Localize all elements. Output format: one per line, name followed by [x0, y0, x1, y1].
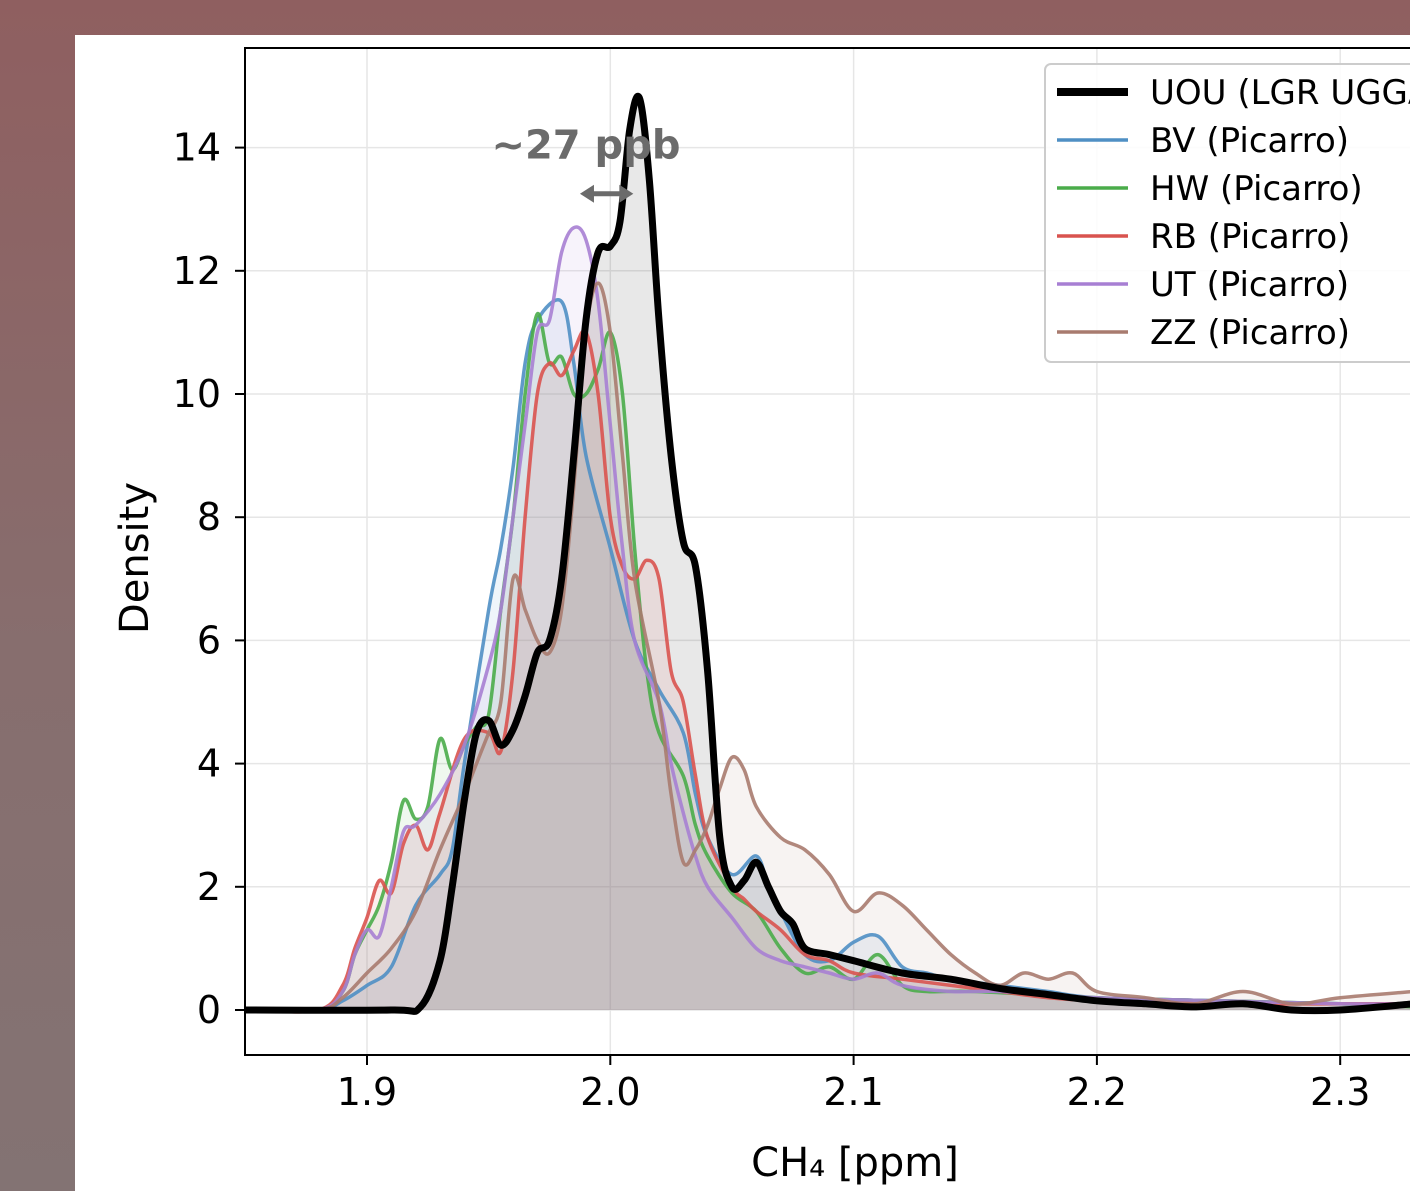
- series-line-5: [245, 281, 1410, 1013]
- density-fills: [245, 96, 1410, 1012]
- series-fill-2: [245, 313, 1410, 1012]
- x-tick-label: 2.1: [823, 1070, 883, 1114]
- y-tick-label: 14: [173, 126, 221, 170]
- series-fill-1: [245, 299, 1410, 1011]
- x-tick-label: 2.2: [1067, 1070, 1127, 1114]
- y-tick-label: 0: [197, 988, 221, 1032]
- legend-box: [1044, 63, 1410, 363]
- legend-label-5: ZZ (Picarro): [1150, 313, 1350, 353]
- y-tick-label: 2: [197, 865, 221, 909]
- annotation-label: ~27 ppb: [491, 123, 680, 169]
- y-tick-label: 10: [173, 372, 221, 416]
- peak-offset-annotation: ~27 ppb: [491, 123, 680, 203]
- legend-label-2: HW (Picarro): [1150, 169, 1363, 209]
- series-fill-4: [245, 227, 1410, 1012]
- series-fill-5: [245, 283, 1410, 1011]
- annotation-arrow-head-right: [619, 184, 634, 203]
- series-fill-0: [245, 96, 1410, 1012]
- legend: UOU (LGR UGGA) BV (Picarro) HW (Picarro) RB…: [1044, 63, 1410, 363]
- double-arrow-icon: [579, 184, 634, 203]
- legend-label-0: UOU (LGR UGGA): [1150, 73, 1410, 113]
- series-line-4: [245, 225, 1410, 1014]
- series-fill-3: [245, 330, 1410, 1012]
- legend-label-4: UT (Picarro): [1150, 265, 1349, 305]
- plot-frame: [244, 47, 1410, 1056]
- legend-label-3: RB (Picarro): [1150, 217, 1350, 257]
- axis-ticks: 1.9 2.0 2.1 2.2 2.3 0 2 4 6 8 10 12 14: [173, 126, 1371, 1114]
- annotation-arrow-head-left: [579, 184, 594, 203]
- y-tick-label: 6: [197, 618, 221, 662]
- legend-label-1: BV (Picarro): [1150, 121, 1349, 161]
- series-line-2: [245, 312, 1410, 1014]
- x-axis-label: CH₄ [ppm]: [751, 1140, 959, 1186]
- y-tick-label: 12: [173, 249, 221, 293]
- x-tick-label: 2.3: [1310, 1070, 1370, 1114]
- x-tick-label: 1.9: [337, 1070, 397, 1114]
- y-tick-label: 8: [197, 495, 221, 539]
- x-tick-label: 2.0: [580, 1070, 640, 1114]
- density-lines: [245, 92, 1410, 1015]
- y-axis-label: Density: [112, 482, 158, 634]
- y-tick-label: 4: [197, 742, 221, 786]
- series-line-0: [245, 92, 1410, 1015]
